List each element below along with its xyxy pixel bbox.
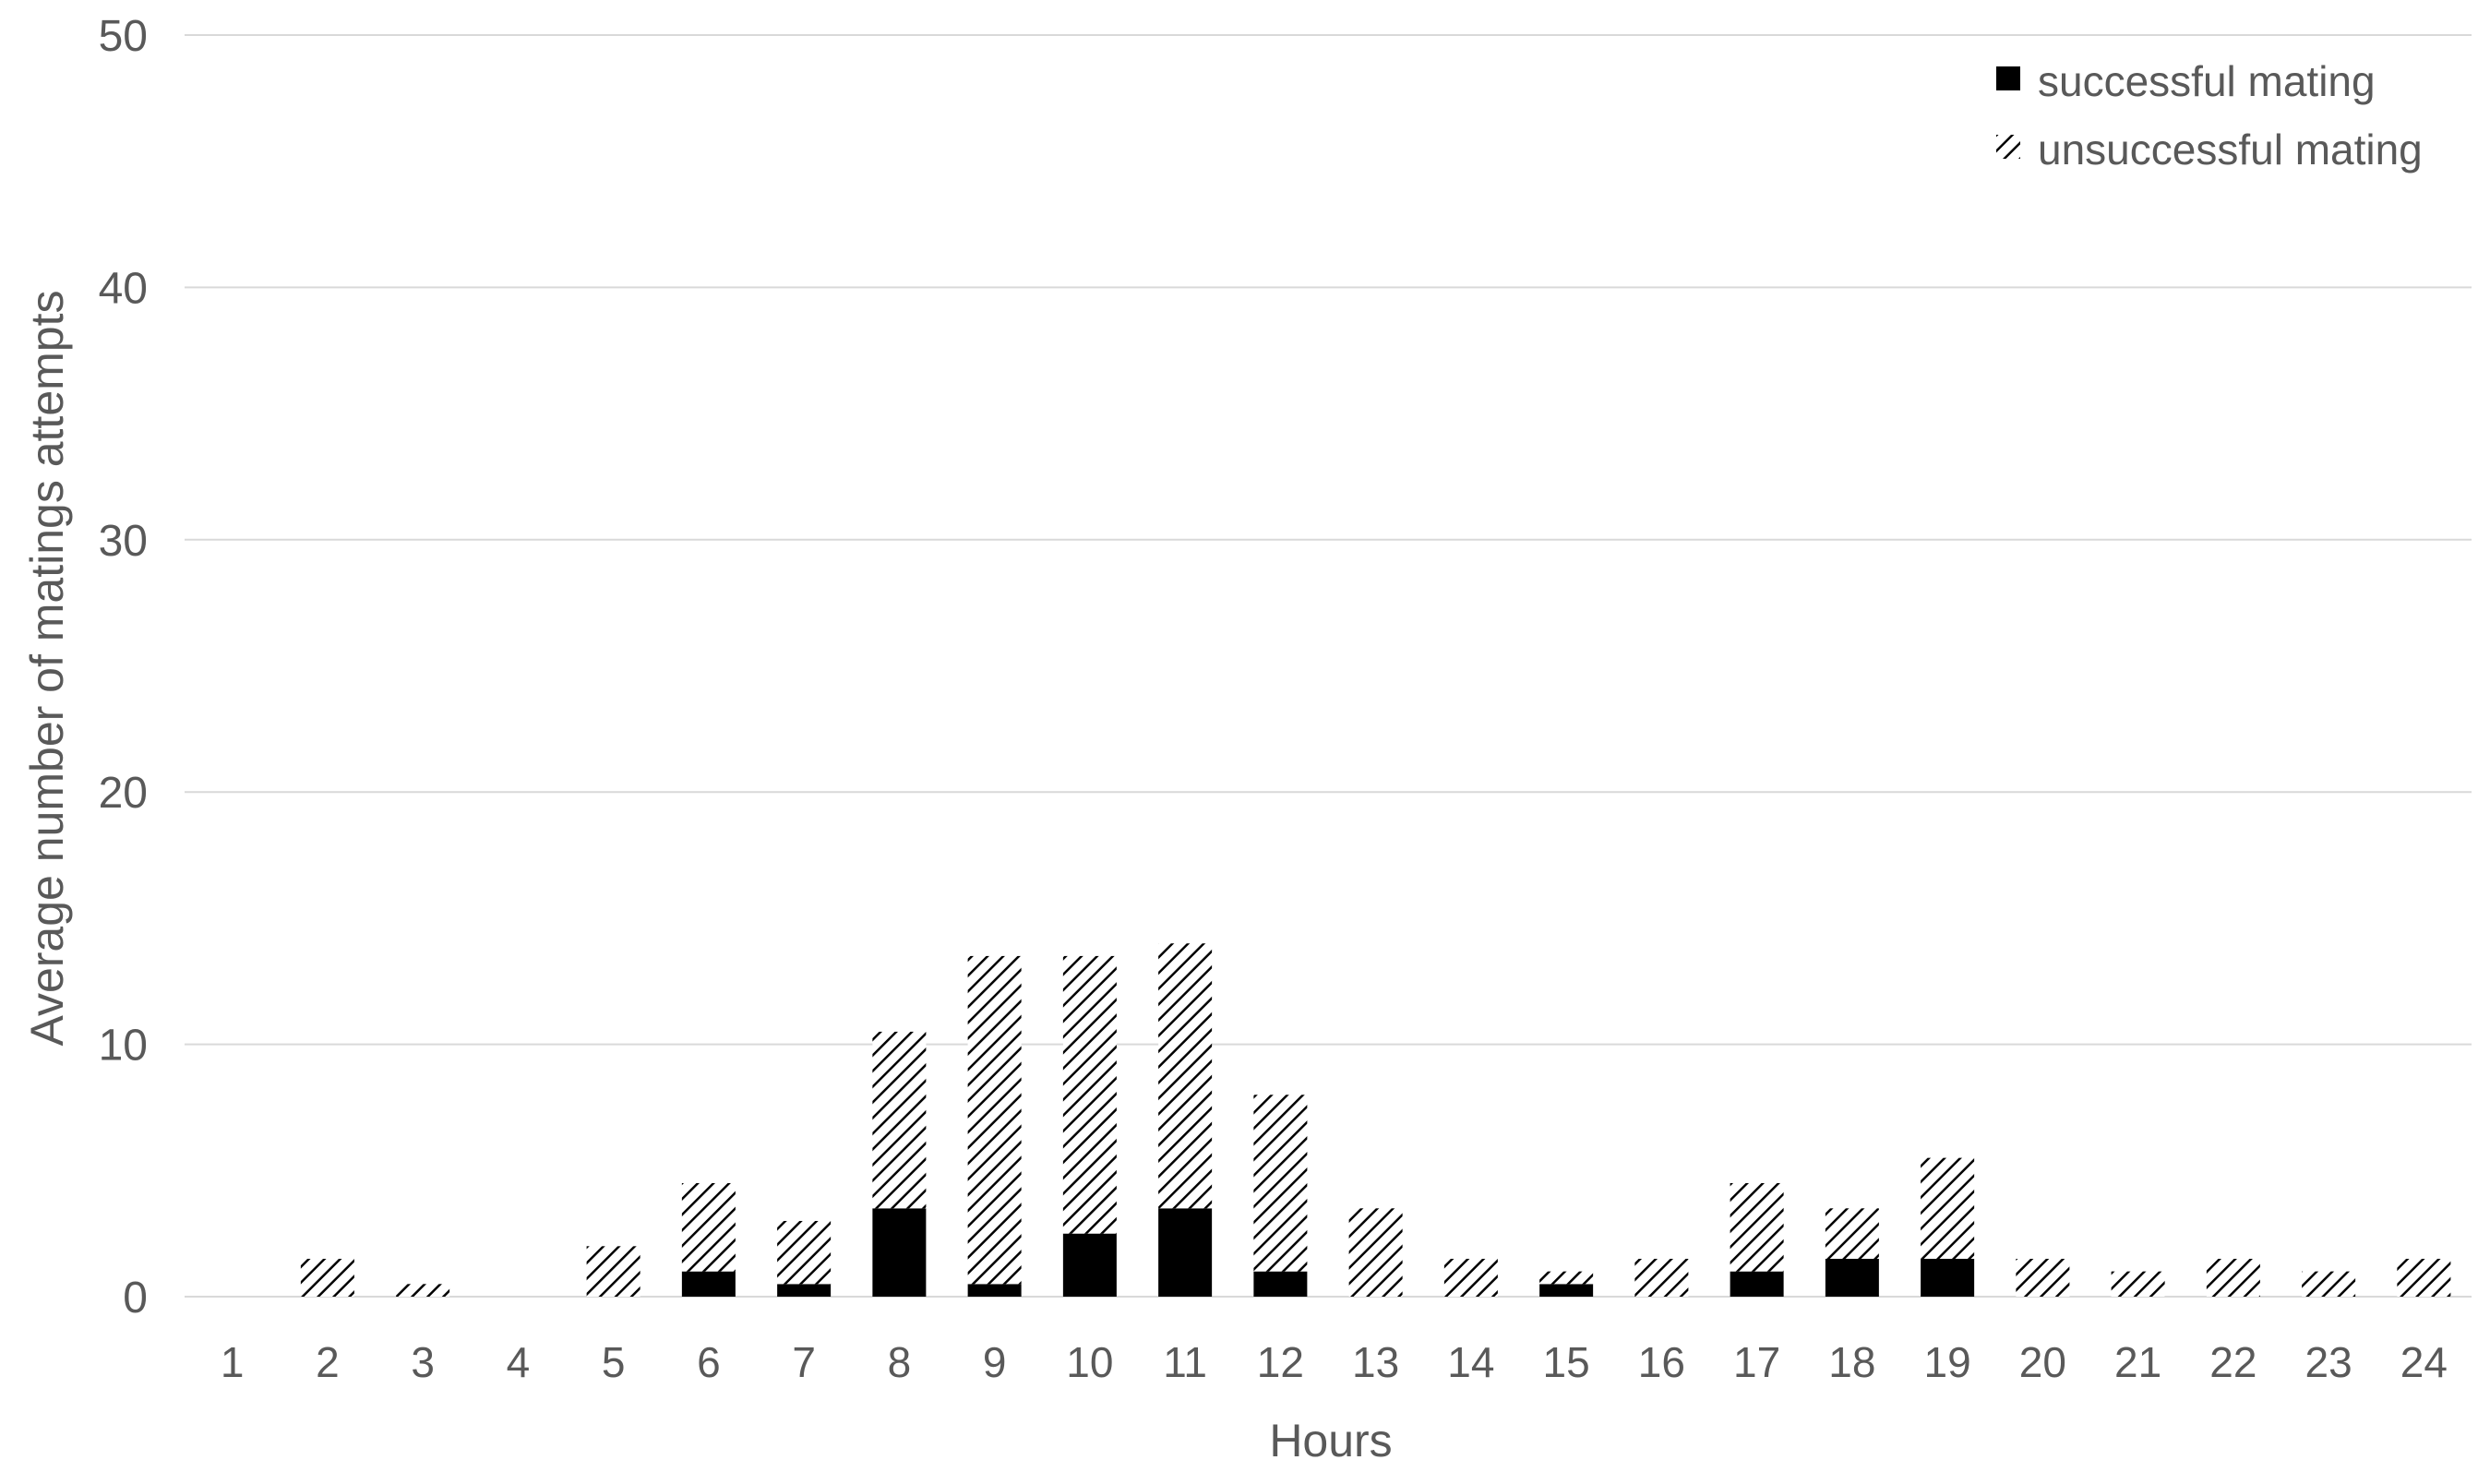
bar-successful-mating — [967, 1284, 1022, 1297]
x-axis-ticks: 1 2 3 4 5 6 7 8 9 10 11 12 13 14 15 16 17 18 19 20 21 22 23 24 — [221, 1338, 2448, 1386]
y-tick-label: 40 — [99, 264, 148, 313]
bar-successful-mating — [1825, 1258, 1879, 1297]
legend-label-unsuccessful: unsuccessful mating — [2038, 126, 2423, 174]
x-tick-label: 5 — [602, 1338, 626, 1386]
x-axis-label: Hours — [1269, 1415, 1392, 1466]
bar-successful-mating — [1253, 1271, 1308, 1297]
x-tick-label: 14 — [1447, 1338, 1494, 1386]
bar-unsuccessful-mating — [681, 1182, 736, 1272]
x-tick-label: 8 — [888, 1338, 912, 1386]
bar-unsuccessful-mating — [777, 1220, 832, 1285]
y-tick-label: 50 — [99, 12, 148, 61]
bar-unsuccessful-mating — [2016, 1258, 2070, 1297]
bar-unsuccessful-mating — [1253, 1095, 1308, 1272]
bar-unsuccessful-mating — [1730, 1182, 1784, 1272]
x-tick-label: 20 — [2019, 1338, 2066, 1386]
bar-unsuccessful-mating — [2111, 1271, 2165, 1297]
x-tick-label: 11 — [1163, 1338, 1207, 1386]
bar-successful-mating — [1062, 1233, 1117, 1297]
bar-unsuccessful-mating — [586, 1246, 640, 1297]
x-tick-label: 2 — [316, 1338, 340, 1386]
bar-successful-mating — [1539, 1284, 1594, 1297]
bar-unsuccessful-mating — [1348, 1208, 1403, 1297]
bar-unsuccessful-mating — [1443, 1258, 1498, 1297]
x-tick-label: 7 — [792, 1338, 816, 1386]
x-tick-label: 22 — [2209, 1338, 2257, 1386]
bar-successful-mating — [1158, 1208, 1213, 1297]
bar-unsuccessful-mating — [2397, 1258, 2451, 1297]
bar-unsuccessful-mating — [1921, 1157, 1975, 1259]
x-tick-label: 4 — [507, 1338, 531, 1386]
legend-swatch-unsuccessful — [1996, 135, 2020, 159]
x-tick-label: 12 — [1257, 1338, 1304, 1386]
legend: successful mating unsuccessful mating — [1996, 57, 2423, 174]
bars — [300, 943, 2451, 1297]
bar-successful-mating — [777, 1284, 832, 1297]
x-tick-label: 17 — [1733, 1338, 1780, 1386]
x-tick-label: 13 — [1352, 1338, 1399, 1386]
gridlines — [185, 34, 2472, 1298]
legend-swatch-successful — [1996, 66, 2020, 90]
x-tick-label: 3 — [411, 1338, 435, 1386]
bar-unsuccessful-mating — [1062, 955, 1117, 1234]
x-tick-label: 16 — [1638, 1338, 1685, 1386]
y-tick-label: 30 — [99, 517, 148, 566]
bar-unsuccessful-mating — [1158, 943, 1213, 1209]
x-tick-label: 18 — [1828, 1338, 1875, 1386]
y-tick-label: 0 — [123, 1274, 148, 1322]
bar-successful-mating — [1730, 1271, 1784, 1297]
x-tick-label: 15 — [1543, 1338, 1590, 1386]
bar-unsuccessful-mating — [300, 1258, 354, 1297]
x-tick-label: 23 — [2305, 1338, 2352, 1386]
legend-label-successful: successful mating — [2038, 57, 2376, 105]
x-tick-label: 9 — [983, 1338, 1007, 1386]
y-tick-label: 10 — [99, 1022, 148, 1071]
bar-unsuccessful-mating — [2206, 1258, 2260, 1297]
x-tick-label: 6 — [697, 1338, 721, 1386]
bar-successful-mating — [1921, 1258, 1975, 1297]
bar-unsuccessful-mating — [2302, 1271, 2356, 1297]
bar-unsuccessful-mating — [396, 1284, 450, 1297]
bar-unsuccessful-mating — [967, 955, 1022, 1285]
x-tick-label: 10 — [1066, 1338, 1113, 1386]
y-tick-label: 20 — [99, 769, 148, 818]
y-axis-label: Average number of matings attempts — [21, 291, 73, 1047]
x-tick-label: 19 — [1924, 1338, 1971, 1386]
x-tick-label: 1 — [221, 1338, 245, 1386]
x-tick-label: 24 — [2400, 1338, 2448, 1386]
bar-unsuccessful-mating — [1634, 1258, 1689, 1297]
bar-unsuccessful-mating — [1539, 1271, 1594, 1285]
bar-successful-mating — [872, 1208, 927, 1297]
bar-unsuccessful-mating — [872, 1031, 927, 1209]
bar-unsuccessful-mating — [1825, 1208, 1879, 1259]
y-axis-ticks: 0 10 20 30 40 50 — [99, 12, 148, 1322]
bar-successful-mating — [681, 1271, 736, 1297]
x-tick-label: 21 — [2114, 1338, 2161, 1386]
